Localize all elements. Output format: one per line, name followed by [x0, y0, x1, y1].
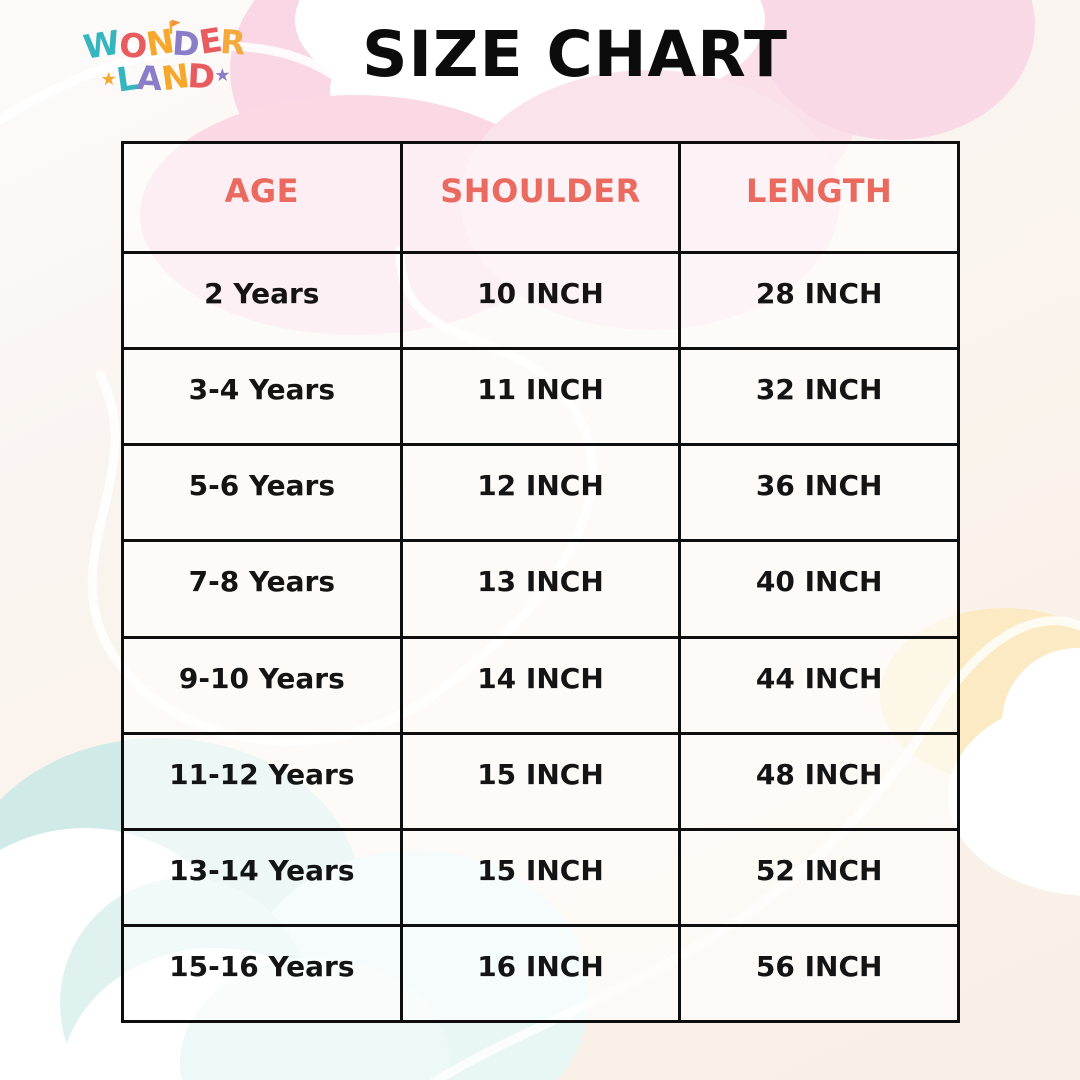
length-cell: 40 INCH — [678, 539, 960, 639]
length-cell: 32 INCH — [678, 347, 960, 447]
shoulder-cell: 11 INCH — [399, 347, 682, 447]
castle-flag-icon — [167, 10, 182, 34]
age-cell: 7-8 Years — [121, 539, 403, 639]
header-cell-length: LENGTH — [678, 141, 960, 254]
table-row: 3-4 Years 11 INCH 32 INCH — [121, 347, 960, 447]
size-chart-table: AGE SHOULDER LENGTH 2 Years 10 INCH 28 I… — [121, 141, 960, 1024]
age-cell: 11-12 Years — [121, 731, 403, 831]
table-row: 11-12 Years 15 INCH 48 INCH — [121, 731, 960, 831]
header-row: AGE SHOULDER LENGTH — [121, 141, 960, 254]
shoulder-cell: 14 INCH — [399, 635, 682, 735]
shoulder-cell: 12 INCH — [399, 443, 682, 543]
table-row: 2 Years 10 INCH 28 INCH — [121, 250, 960, 351]
shoulder-cell: 15 INCH — [399, 827, 682, 927]
header-cell-age: AGE — [121, 141, 403, 254]
age-cell: 9-10 Years — [121, 635, 403, 735]
table-row: 15-16 Years 16 INCH 56 INCH — [121, 923, 960, 1024]
age-cell: 13-14 Years — [121, 827, 403, 927]
table-row: 13-14 Years 15 INCH 52 INCH — [121, 827, 960, 927]
length-cell: 28 INCH — [678, 250, 960, 351]
table-header: AGE SHOULDER LENGTH — [121, 141, 960, 254]
table-row: 5-6 Years 12 INCH 36 INCH — [121, 443, 960, 543]
wonderland-logo: WO ★ NDER ★LAND★ — [69, 19, 261, 100]
length-cell: 48 INCH — [678, 731, 960, 831]
age-cell: 2 Years — [121, 250, 403, 351]
shoulder-cell: 13 INCH — [399, 539, 682, 639]
table-row: 7-8 Years 13 INCH 40 INCH — [121, 539, 960, 639]
page-title: SIZE CHART — [362, 18, 788, 91]
length-cell: 36 INCH — [678, 443, 960, 543]
age-cell: 5-6 Years — [121, 443, 403, 543]
table-row: 9-10 Years 14 INCH 44 INCH — [121, 635, 960, 735]
length-cell: 52 INCH — [678, 827, 960, 927]
age-cell: 15-16 Years — [121, 923, 403, 1024]
shoulder-cell: 10 INCH — [399, 250, 682, 351]
shoulder-cell: 15 INCH — [399, 731, 682, 831]
shoulder-cell: 16 INCH — [399, 923, 682, 1024]
age-cell: 3-4 Years — [121, 347, 403, 447]
header-cell-shoulder: SHOULDER — [399, 141, 682, 254]
length-cell: 56 INCH — [678, 923, 960, 1024]
table-body: 2 Years 10 INCH 28 INCH 3-4 Years 11 INC… — [121, 250, 960, 1024]
length-cell: 44 INCH — [678, 635, 960, 735]
